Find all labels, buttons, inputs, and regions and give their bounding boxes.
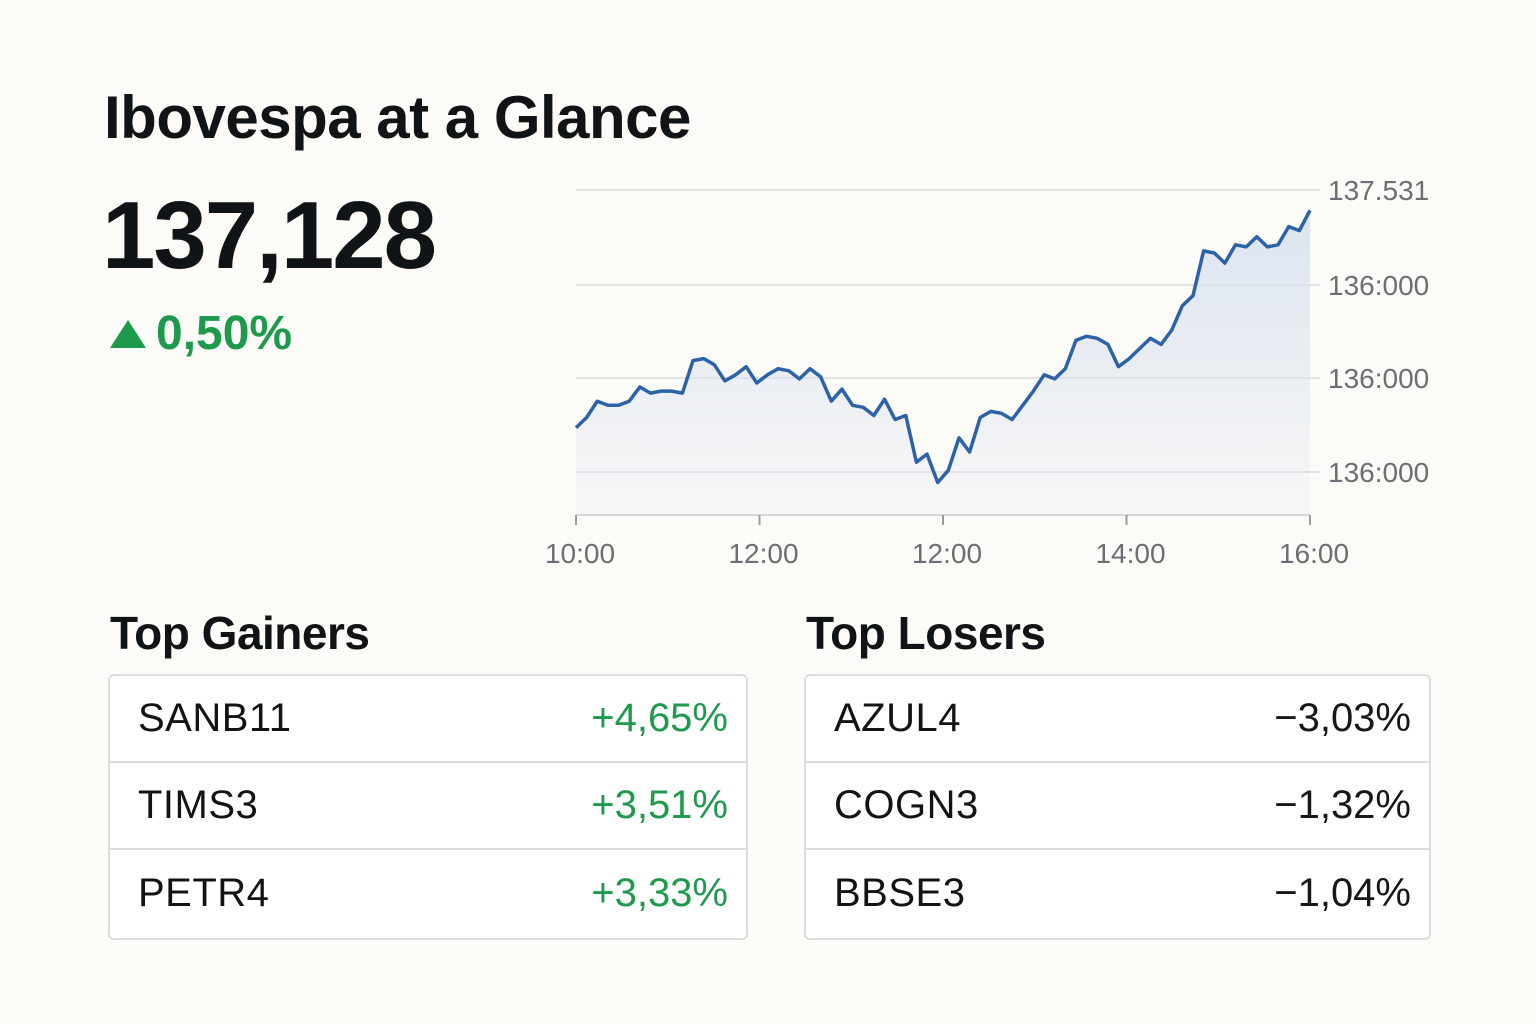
percent-change: −1,32% xyxy=(1274,783,1411,827)
ticker-symbol: PETR4 xyxy=(138,871,270,915)
top-gainers-table: SANB11 +4,65% TIMS3 +3,51% PETR4 +3,33% xyxy=(108,674,748,940)
table-row[interactable]: PETR4 +3,33% xyxy=(110,850,746,937)
percent-change: −3,03% xyxy=(1274,696,1411,740)
x-tick-label: 14:00 xyxy=(1095,538,1165,569)
y-tick-label: 137.531 xyxy=(1328,175,1429,206)
x-tick-label: 12:00 xyxy=(728,538,798,569)
triangle-up-icon xyxy=(110,320,146,348)
table-row[interactable]: AZUL4 −3,03% xyxy=(806,676,1429,763)
percent-change: +3,33% xyxy=(591,871,728,915)
area-fill xyxy=(576,210,1310,516)
ticker-symbol: AZUL4 xyxy=(834,696,961,740)
ticker-symbol: BBSE3 xyxy=(834,871,966,915)
y-tick-label: 136:000 xyxy=(1328,363,1429,394)
x-tick-label: 12:00 xyxy=(912,538,982,569)
index-value: 137,128 xyxy=(102,182,437,289)
top-losers-table: AZUL4 −3,03% COGN3 −1,32% BBSE3 −1,04% xyxy=(804,674,1431,940)
table-row[interactable]: BBSE3 −1,04% xyxy=(806,850,1429,937)
x-tick-label: 10:00 xyxy=(545,538,615,569)
ticker-symbol: SANB11 xyxy=(138,696,292,740)
price-line xyxy=(574,209,1312,485)
page-title: Ibovespa at a Glance xyxy=(104,84,691,151)
y-tick-label: 136:000 xyxy=(1328,457,1429,488)
intraday-chart: 137.531 136:000 136:000 136:000 10:00 12:00 12… xyxy=(545,175,1429,569)
index-change: 0,50% xyxy=(110,305,292,361)
percent-change: +3,51% xyxy=(591,783,728,827)
y-tick-label: 136:000 xyxy=(1328,270,1429,301)
table-row[interactable]: COGN3 −1,32% xyxy=(806,763,1429,850)
x-tick-label: 16:00 xyxy=(1279,538,1349,569)
percent-change: +4,65% xyxy=(591,696,728,740)
ticker-symbol: COGN3 xyxy=(834,783,979,827)
index-change-percent: 0,50% xyxy=(156,306,293,360)
top-gainers-title: Top Gainers xyxy=(110,607,370,659)
ticker-symbol: TIMS3 xyxy=(138,783,259,827)
table-row[interactable]: TIMS3 +3,51% xyxy=(110,763,746,850)
table-row[interactable]: SANB11 +4,65% xyxy=(110,676,746,763)
top-losers-title: Top Losers xyxy=(806,607,1046,659)
percent-change: −1,04% xyxy=(1274,871,1411,915)
